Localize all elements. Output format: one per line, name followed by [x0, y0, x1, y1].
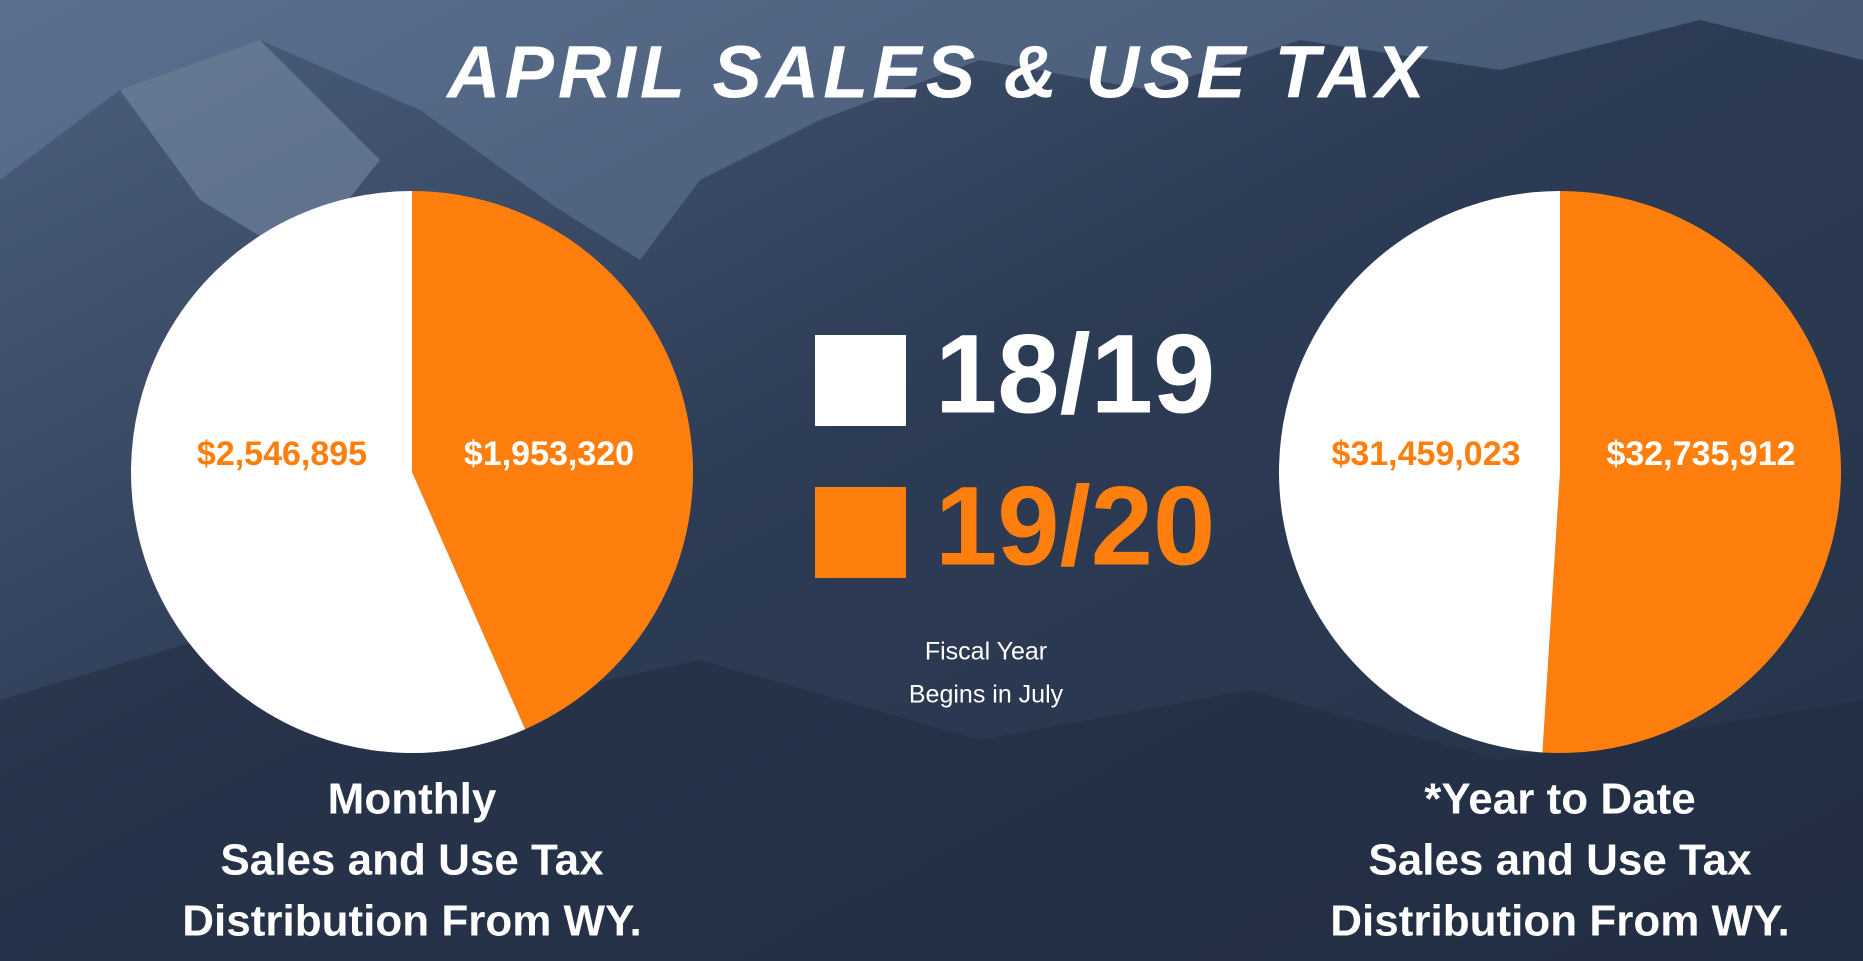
- pie-caption: Sales and Use Tax: [1368, 836, 1752, 885]
- note-line: Begins in July: [909, 681, 1064, 709]
- pie-slice: [131, 191, 526, 753]
- pie-slice: [1278, 191, 1560, 753]
- value-label: $31,459,023: [1331, 435, 1520, 473]
- legend-swatch: [815, 335, 906, 426]
- value-label: $32,735,912: [1606, 435, 1795, 473]
- legend: 18/19 19/20: [815, 312, 1215, 589]
- pie-caption: Sales and Use Tax: [220, 836, 604, 885]
- mountain-snow-patch: [120, 40, 380, 260]
- mountain-snow: [0, 0, 1863, 260]
- legend-label: 18/19: [935, 312, 1215, 437]
- pie-caption: Monthly: [328, 775, 497, 824]
- pie-caption: Distribution From WY.: [1330, 897, 1790, 946]
- value-label: $2,546,895: [197, 435, 367, 473]
- legend-label: 19/20: [935, 464, 1215, 589]
- pie-slice: [412, 191, 694, 730]
- pie-caption: Distribution From WY.: [182, 897, 642, 946]
- value-label: $1,953,320: [464, 435, 634, 473]
- legend-swatch: [815, 487, 906, 578]
- pie-slice: [1542, 191, 1841, 753]
- title: APRIL SALES & USE TAX: [445, 31, 1429, 114]
- pie-caption: *Year to Date: [1424, 775, 1695, 824]
- note-line: Fiscal Year: [925, 638, 1047, 666]
